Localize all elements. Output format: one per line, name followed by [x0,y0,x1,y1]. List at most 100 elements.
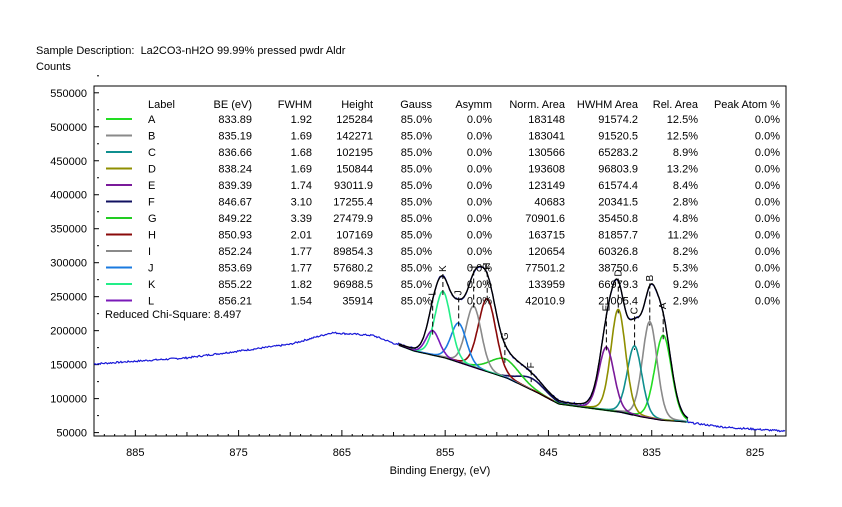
legend-cell: 0.0% [467,263,492,275]
y-tick-label: 200000 [50,326,87,338]
legend-cell: 0.0% [755,279,780,291]
legend-cell: 91574.2 [598,114,638,126]
x-tick-label: 855 [436,447,454,459]
legend-cell: 0.0% [755,114,780,126]
legend-cell: 12.5% [667,131,698,143]
legend-cell: 13.2% [667,164,698,176]
legend-cell: 1.82 [291,279,312,291]
peak-i-label: I [469,266,480,269]
legend-cell: 3.10 [291,197,312,209]
legend-cell: C [148,147,156,159]
legend-cell: 60326.8 [598,246,638,258]
y-tick-label: 150000 [50,360,87,372]
y-tick-label: 350000 [50,224,87,236]
legend-cell: 856.21 [218,296,252,308]
y-tick-label: 50000 [56,428,87,440]
legend-cell: 1.54 [291,296,312,308]
legend-cell: 0.0% [467,279,492,291]
legend-cell: 846.67 [218,197,252,209]
x-tick-label: 865 [333,447,351,459]
legend-cell: 150844 [336,164,373,176]
legend-cell: 130566 [528,147,565,159]
y-tick-label: 300000 [50,258,87,270]
reduced-chi-square: Reduced Chi-Square: 8.497 [105,309,241,321]
x-tick-label: 835 [643,447,661,459]
legend-cell: 70901.6 [525,213,565,225]
legend-header: Norm. Area [509,99,566,111]
y-tick-label: 250000 [50,292,87,304]
y-tick-label: 400000 [50,190,87,202]
legend-cell: 850.93 [218,230,252,242]
legend-cell: 1.69 [291,164,312,176]
legend-cell: 142271 [336,131,373,143]
peak-h-curve [420,297,554,402]
legend-cell: 1.92 [291,114,312,126]
legend-cell: 183041 [528,131,565,143]
legend-cell: 93011.9 [334,180,373,192]
legend-cell: 5.3% [673,263,698,275]
legend-cell: 0.0% [467,131,492,143]
fit-envelope-line [398,265,689,419]
sample-description-value: La2CO3-nH2O 99.99% pressed pwdr Aldr [140,45,346,57]
peak-i-curve [414,305,533,391]
legend-cell: 11.2% [668,230,699,242]
peak-f-label: F [526,362,537,368]
legend-cell: 89854.3 [333,246,373,258]
legend-cell: 1.77 [291,263,312,275]
legend-cell: 853.69 [218,263,252,275]
legend-cell: 855.22 [218,279,252,291]
legend-cell: 0.0% [467,296,492,308]
x-axis: 885 875 865 855 845 835 825 [103,430,777,459]
legend-cell: 38750.6 [598,263,638,275]
legend-cell: 0.0% [467,197,492,209]
peak-d-label: D [613,269,624,276]
legend-cell: 4.8% [673,213,698,225]
y-tick-label: 100000 [50,394,87,406]
peak-l-label: L [428,290,439,296]
legend-cell: 163715 [528,230,565,242]
legend-cell: 183148 [528,114,565,126]
legend-cell: 0.0% [467,230,492,242]
sample-description: Sample Description: La2CO3-nH2O 99.99% p… [36,45,345,57]
legend-cell: 65283.2 [598,147,638,159]
legend-cell: 193608 [528,164,565,176]
y-tick-label: 550000 [50,88,87,100]
legend-cell: 0.0% [467,213,492,225]
y-unit-label: Counts [36,61,71,73]
legend-cell: 85.0% [401,246,432,258]
legend-header: Peak Atom % [714,99,780,111]
legend-cell: 120654 [528,246,565,258]
legend-cell: 42010.9 [525,296,565,308]
legend-cell: J [148,263,154,275]
legend-cell: 85.0% [401,197,432,209]
legend-cell: 40683 [534,197,565,209]
legend-cell: 0.0% [467,180,492,192]
y-tick-label: 500000 [50,122,87,134]
legend-cell: 81857.7 [598,230,638,242]
legend-cell: 96803.9 [598,164,638,176]
legend-cell: 20341.5 [598,197,638,209]
raw-spectrum-line [93,266,786,433]
legend-cell: 85.0% [401,131,432,143]
legend-cell: 35450.8 [598,213,638,225]
legend-cell: 57680.2 [333,263,373,275]
legend-cell: 0.0% [755,164,780,176]
legend-cell: 0.0% [467,147,492,159]
legend-cell: 849.22 [218,213,252,225]
y-tick-label: 450000 [50,156,87,168]
legend-cell: 0.0% [467,246,492,258]
legend-cell: 852.24 [218,246,252,258]
legend-cell: 1.69 [291,131,312,143]
x-tick-label: 825 [746,447,764,459]
peak-c-label: C [630,307,641,314]
legend-cell: 107169 [336,230,373,242]
legend-cell: 0.0% [755,213,780,225]
legend-cell: 1.77 [291,246,312,258]
legend-cell: 17255.4 [333,197,373,209]
legend-header: Label [148,99,175,111]
peak-j-label: J [454,290,465,295]
legend-cell: G [148,213,157,225]
x-tick-label: 885 [126,447,144,459]
